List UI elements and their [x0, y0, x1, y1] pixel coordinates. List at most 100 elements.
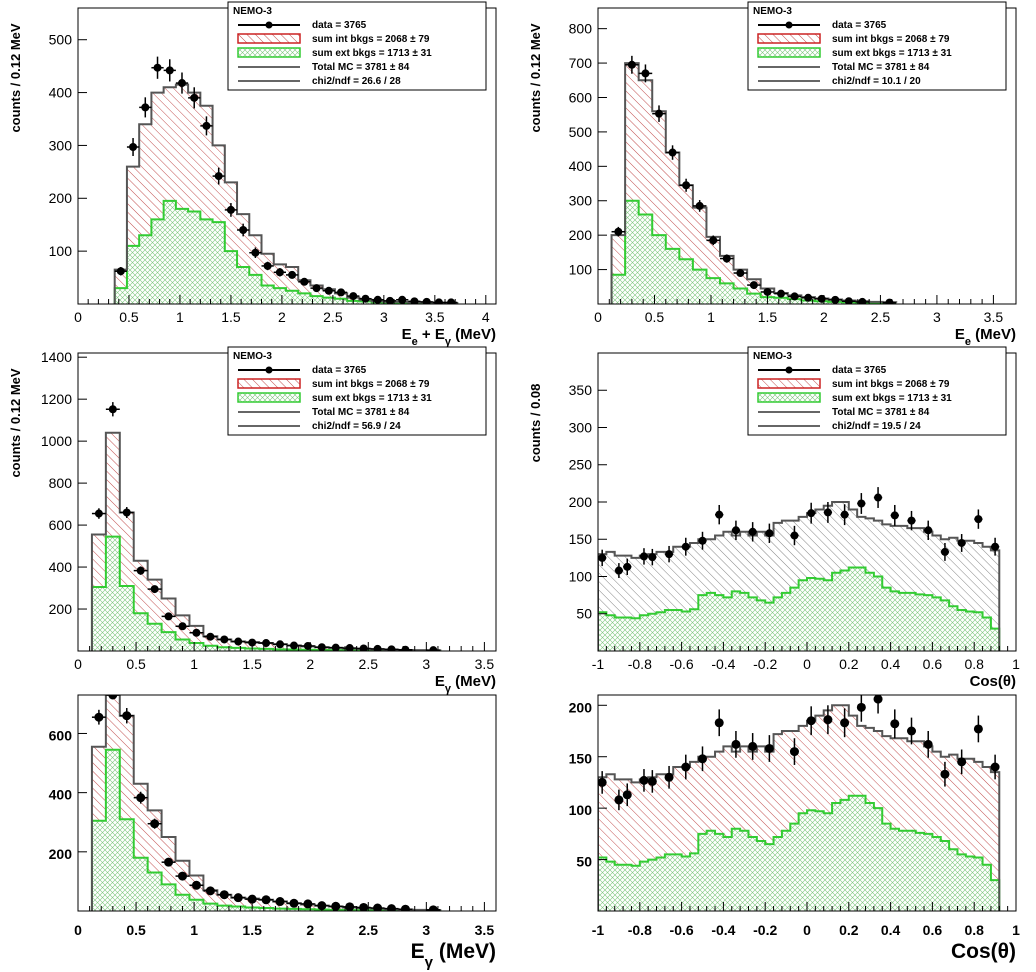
- x-tick-label: 2.5: [359, 922, 379, 938]
- x-tick-label: 0: [803, 922, 811, 938]
- data-point: [764, 743, 774, 753]
- y-tick-label: 400: [49, 84, 73, 100]
- data-point: [275, 897, 285, 907]
- data-point: [261, 895, 271, 905]
- x-tick-label: 2.5: [871, 309, 891, 325]
- data-point: [907, 726, 916, 736]
- x-tick-label: -0.8: [628, 656, 652, 672]
- data-point: [300, 277, 309, 286]
- x-tick-label: -0.6: [670, 656, 694, 672]
- total-mc-line: [598, 704, 1001, 911]
- x-tick-label: 0.2: [839, 922, 859, 938]
- data-point: [385, 296, 394, 304]
- y-tick-label: 100: [49, 243, 73, 259]
- data-point: [614, 227, 623, 236]
- y-tick-label: 200: [569, 494, 593, 510]
- legend-title: NEMO-3: [753, 6, 792, 17]
- x-tick-label: 0: [74, 922, 82, 938]
- legend-entry-ext: sum ext bkgs = 1713 ± 31: [312, 48, 432, 59]
- data-point: [973, 724, 983, 734]
- data-point: [736, 269, 745, 278]
- x-tick-label: 3: [933, 309, 941, 325]
- x-tick-label: 0.8: [964, 656, 984, 672]
- data-point: [940, 769, 950, 779]
- data-point: [940, 547, 949, 556]
- x-tick-label: 1.5: [758, 309, 778, 325]
- x-axis-label: Ee (MeV): [955, 326, 1016, 348]
- panel-electron-energy: 0 0.5 1 1.5 2 2.5 3 3.5 100 200 300 400 500 600 700 800…: [528, 1, 1017, 348]
- data-point: [226, 205, 235, 214]
- data-point: [178, 871, 187, 881]
- data-point: [749, 281, 758, 290]
- x-tick-label: 1: [190, 656, 198, 672]
- y-tick-label: 1200: [41, 391, 72, 407]
- data-point: [890, 719, 900, 729]
- data-point: [647, 776, 657, 786]
- data-point: [907, 516, 916, 525]
- y-tick-label: 300: [569, 193, 593, 209]
- legend-box: NEMO-3 data = 3765 sum int bkgs = 2068 ± 7…: [747, 1, 1007, 91]
- data-point: [345, 644, 354, 651]
- data-point: [790, 292, 799, 301]
- x-tick-label: 0.5: [126, 656, 146, 672]
- data-point: [349, 292, 358, 301]
- data-point: [289, 898, 299, 908]
- data-point: [698, 536, 707, 545]
- y-tick-label: 700: [569, 55, 593, 71]
- data-point: [150, 819, 160, 829]
- data-point: [890, 511, 899, 520]
- y-tick-label: 200: [569, 227, 593, 243]
- panel-cos-theta: -1 -0.8 -0.6 -0.4 -0.2 0 0.2 0.4 0.6 0.8 150100150…: [528, 346, 1020, 690]
- x-axis-label: Eγ (MeV): [411, 940, 496, 971]
- x-tick-label: 2: [306, 922, 314, 938]
- x-tick-label: 4: [482, 309, 490, 325]
- data-point: [714, 718, 724, 728]
- panel-gamma-energy: 0 0.5 1 1.5 2 2.5 3 3.5 200 400 600 800 1000 1200 1400…: [8, 346, 497, 695]
- y-tick-label: 400: [49, 787, 73, 803]
- data-point: [359, 644, 368, 651]
- y-tick-label: 300: [49, 137, 73, 153]
- y-tick-label: 200: [49, 601, 73, 617]
- x-tick-label: 1: [707, 309, 715, 325]
- data-point: [857, 499, 866, 508]
- data-point: [108, 405, 117, 414]
- data-point: [765, 529, 774, 538]
- data-point: [777, 289, 786, 298]
- x-axis-label: Cos(θ): [951, 940, 1016, 963]
- x-tick-label: 0.8: [964, 922, 984, 938]
- data-point: [263, 261, 272, 270]
- data-point: [233, 893, 243, 903]
- x-tick-label: 3.5: [984, 309, 1004, 325]
- x-tick-label: 0.4: [881, 922, 901, 938]
- x-tick-label: -0.2: [753, 922, 777, 938]
- data-point: [190, 93, 199, 102]
- data-point: [398, 295, 407, 304]
- data-point: [214, 172, 223, 181]
- y-tick-label: 200: [569, 699, 593, 715]
- x-tick-label: 2.5: [323, 309, 343, 325]
- legend-entry-data: data = 3765: [832, 20, 887, 31]
- ext-bkg-hatch: [598, 795, 1000, 911]
- data-point: [598, 777, 607, 787]
- data-point: [219, 890, 229, 900]
- data-point: [709, 236, 718, 245]
- data-point: [698, 754, 707, 764]
- data-point: [957, 757, 967, 767]
- y-tick-label: 100: [569, 802, 593, 818]
- x-tick-label: 0.4: [881, 656, 901, 672]
- legend-title: NEMO-3: [753, 351, 792, 362]
- x-axis-label: Cos(θ): [970, 673, 1016, 690]
- data-point: [924, 526, 933, 535]
- y-axis-label: counts / 0.12 MeV: [8, 368, 23, 477]
- x-tick-label: 0: [74, 309, 82, 325]
- data-point: [324, 286, 333, 295]
- data-point: [731, 526, 740, 535]
- data-point: [359, 902, 369, 911]
- y-axis-label: counts / 0.08: [528, 384, 543, 463]
- data-point: [598, 553, 607, 562]
- data-point: [823, 508, 832, 517]
- data-point: [856, 702, 866, 712]
- x-tick-label: 1.5: [242, 656, 262, 672]
- data-point: [974, 515, 983, 524]
